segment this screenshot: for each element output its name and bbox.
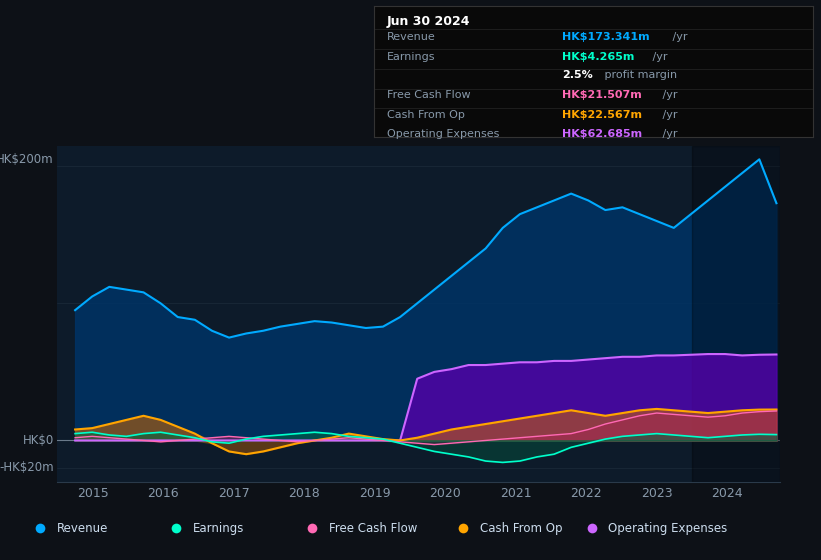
Text: /yr: /yr — [659, 90, 677, 100]
Text: HK$22.567m: HK$22.567m — [562, 110, 642, 120]
Text: HK$4.265m: HK$4.265m — [562, 52, 635, 62]
Text: HK$21.507m: HK$21.507m — [562, 90, 642, 100]
Text: /yr: /yr — [659, 110, 677, 120]
Text: Revenue: Revenue — [57, 521, 108, 535]
Text: HK$62.685m: HK$62.685m — [562, 129, 643, 139]
Text: Operating Expenses: Operating Expenses — [608, 521, 727, 535]
Text: Cash From Op: Cash From Op — [387, 110, 465, 120]
Text: /yr: /yr — [669, 32, 687, 42]
Text: 2.5%: 2.5% — [562, 70, 594, 80]
Text: Free Cash Flow: Free Cash Flow — [387, 90, 470, 100]
Text: Operating Expenses: Operating Expenses — [387, 129, 499, 139]
Text: profit margin: profit margin — [601, 70, 677, 80]
Text: Free Cash Flow: Free Cash Flow — [329, 521, 417, 535]
Text: -HK$20m: -HK$20m — [0, 461, 54, 474]
Bar — [692, 146, 780, 482]
Text: /yr: /yr — [659, 129, 677, 139]
Text: HK$0: HK$0 — [23, 434, 54, 447]
Text: Jun 30 2024: Jun 30 2024 — [387, 15, 470, 28]
Text: HK$173.341m: HK$173.341m — [562, 32, 650, 42]
Text: HK$200m: HK$200m — [0, 153, 54, 166]
Text: Cash From Op: Cash From Op — [480, 521, 562, 535]
Text: /yr: /yr — [649, 52, 668, 62]
Text: Earnings: Earnings — [387, 52, 435, 62]
Text: Earnings: Earnings — [193, 521, 245, 535]
Text: Revenue: Revenue — [387, 32, 435, 42]
